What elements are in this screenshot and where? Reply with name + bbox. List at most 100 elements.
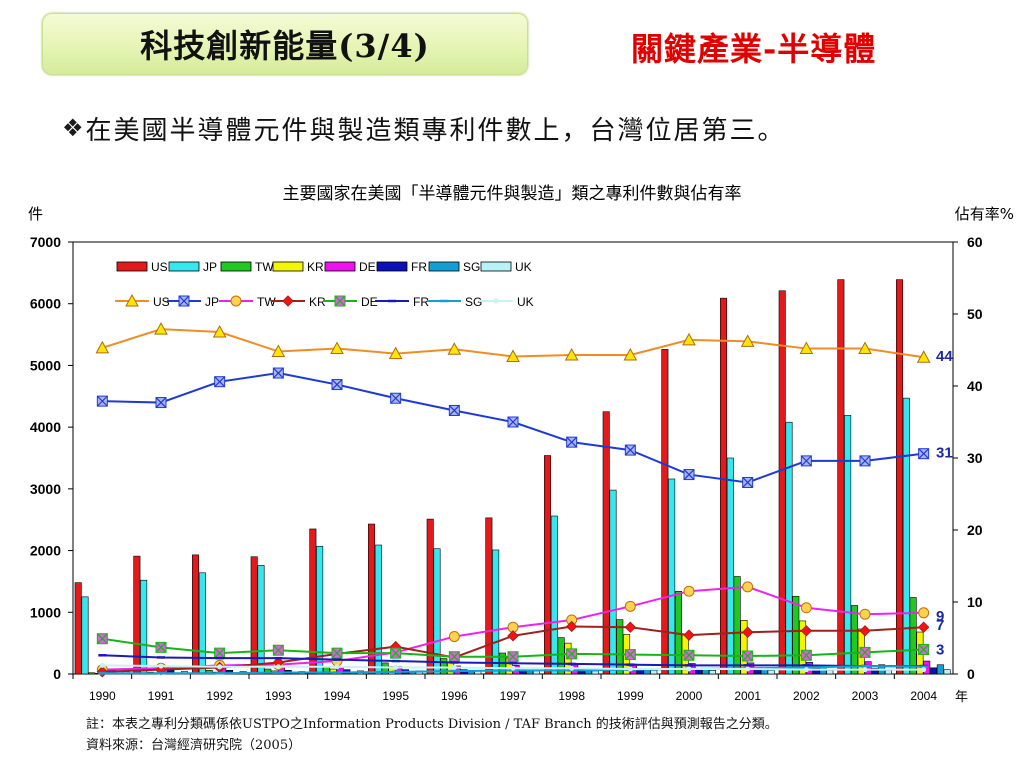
y2-tick-label: 50 bbox=[967, 306, 983, 322]
legend-marker-tw bbox=[230, 295, 242, 307]
bar-jp bbox=[844, 415, 852, 675]
legend-marker-jp-x2 bbox=[178, 295, 190, 307]
legend-marker-kr bbox=[282, 295, 294, 307]
y-tick-label: 5000 bbox=[30, 357, 61, 373]
point-uk bbox=[862, 667, 868, 673]
bar-us bbox=[192, 554, 200, 675]
y-tick-label: 4000 bbox=[30, 419, 61, 435]
bar-kr bbox=[799, 620, 807, 675]
point-us bbox=[799, 341, 814, 355]
legend-bar-swatch-tw bbox=[220, 261, 252, 272]
bar-jp bbox=[140, 579, 148, 675]
bar-uk bbox=[767, 669, 775, 675]
x-tick-label: 1995 bbox=[382, 689, 409, 703]
bar-us bbox=[778, 290, 786, 675]
y2-tick-label: 20 bbox=[967, 522, 983, 538]
bar-fr bbox=[812, 668, 820, 675]
point-jp-x2 bbox=[448, 405, 460, 416]
point-us bbox=[858, 341, 872, 355]
bar-us bbox=[661, 349, 669, 675]
bar-us bbox=[544, 455, 552, 675]
point-jp-x2 bbox=[96, 395, 108, 407]
x-tick-label: 2001 bbox=[734, 689, 761, 703]
point-kr bbox=[683, 629, 695, 641]
bar-tw bbox=[557, 637, 565, 675]
bullet-point: ❖ 在美國半導體元件與製造類專利件數上，台灣位居第三。 bbox=[62, 110, 786, 146]
point-kr bbox=[741, 626, 754, 638]
point-uk bbox=[510, 665, 516, 671]
point-us bbox=[388, 346, 403, 360]
bar-jp bbox=[492, 549, 500, 675]
bar-tw bbox=[264, 668, 272, 675]
point-uk bbox=[99, 662, 105, 668]
point-jp-x2 bbox=[214, 376, 226, 388]
y-tick-label: 2000 bbox=[30, 543, 61, 559]
bar-tw bbox=[616, 619, 624, 675]
x-tick-label: 2002 bbox=[793, 689, 820, 703]
point-uk bbox=[803, 667, 809, 673]
point-us bbox=[623, 347, 638, 361]
point-tw bbox=[918, 607, 930, 619]
point-kr bbox=[507, 630, 519, 642]
x-tick-label: 1991 bbox=[148, 689, 175, 703]
source-note: 資料來源：台灣經濟研究院（2005） bbox=[86, 738, 302, 753]
x-tick-label: 1998 bbox=[558, 689, 585, 703]
y2-tick-label: 30 bbox=[967, 450, 983, 466]
y2-tick-label: 40 bbox=[967, 378, 983, 394]
legend-line-label-tw: TW bbox=[257, 295, 276, 309]
bar-us bbox=[74, 582, 82, 675]
bar-tw bbox=[792, 595, 800, 675]
point-kr bbox=[800, 625, 813, 637]
point-jp-x2 bbox=[918, 448, 930, 460]
point-us bbox=[447, 342, 462, 355]
x-tick-label: 1992 bbox=[206, 689, 233, 703]
bar-us bbox=[309, 528, 317, 675]
bar-tw bbox=[440, 658, 448, 675]
bar-us bbox=[368, 523, 376, 675]
legend-bar-label-us: US bbox=[151, 260, 168, 274]
x-tick-label: 1997 bbox=[500, 689, 527, 703]
x-tick-label: 1993 bbox=[265, 689, 292, 703]
point-uk bbox=[334, 664, 340, 670]
y-tick-label: 0 bbox=[53, 666, 61, 682]
bar-tw bbox=[909, 597, 917, 675]
point-kr bbox=[859, 625, 871, 637]
legend-bar-label-tw: TW bbox=[255, 260, 274, 274]
point-de-x2 bbox=[859, 646, 871, 658]
bar-uk bbox=[943, 669, 951, 675]
bar-tw bbox=[88, 672, 96, 675]
legend-bar-label-jp: JP bbox=[203, 260, 217, 274]
point-jp-x2 bbox=[800, 455, 812, 467]
point-uk bbox=[745, 666, 751, 672]
point-jp-x2 bbox=[155, 397, 167, 408]
point-uk bbox=[686, 666, 692, 672]
chart-title: 主要國家在美國「半導體元件與製造」類之專利件數與佔有率 bbox=[283, 184, 742, 204]
legend-bar-label-kr: KR bbox=[307, 260, 324, 274]
legend-bar-swatch-kr bbox=[272, 261, 304, 272]
y2-tick-label: 10 bbox=[967, 594, 983, 610]
point-us bbox=[916, 350, 931, 363]
bar-fr bbox=[871, 668, 879, 675]
bar-us bbox=[602, 411, 610, 675]
bar-sg bbox=[936, 664, 944, 675]
point-de-x2 bbox=[331, 647, 343, 659]
point-de-x2 bbox=[448, 651, 460, 663]
point-de-x2 bbox=[507, 651, 519, 663]
point-uk bbox=[569, 665, 575, 671]
point-de-x2 bbox=[800, 649, 812, 661]
legend-line-label-kr: KR bbox=[309, 295, 326, 309]
y-axis-label: 件 bbox=[28, 205, 43, 223]
legend-bar-swatch-sg bbox=[428, 261, 460, 272]
point-tw bbox=[448, 631, 460, 643]
point-jp-x2 bbox=[566, 436, 578, 448]
point-uk bbox=[627, 666, 633, 672]
point-de-x2 bbox=[155, 641, 167, 653]
diamond-bullet-icon: ❖ bbox=[62, 114, 84, 142]
end-label-us: 44 bbox=[936, 348, 953, 365]
footnote: 註：本表之專利分類碼係依USTPO之Information Products D… bbox=[86, 717, 778, 732]
slide-subtitle: 關鍵產業-半導體 bbox=[631, 30, 877, 68]
point-uk bbox=[451, 665, 457, 671]
bar-jp bbox=[902, 397, 910, 675]
point-us bbox=[682, 332, 696, 346]
